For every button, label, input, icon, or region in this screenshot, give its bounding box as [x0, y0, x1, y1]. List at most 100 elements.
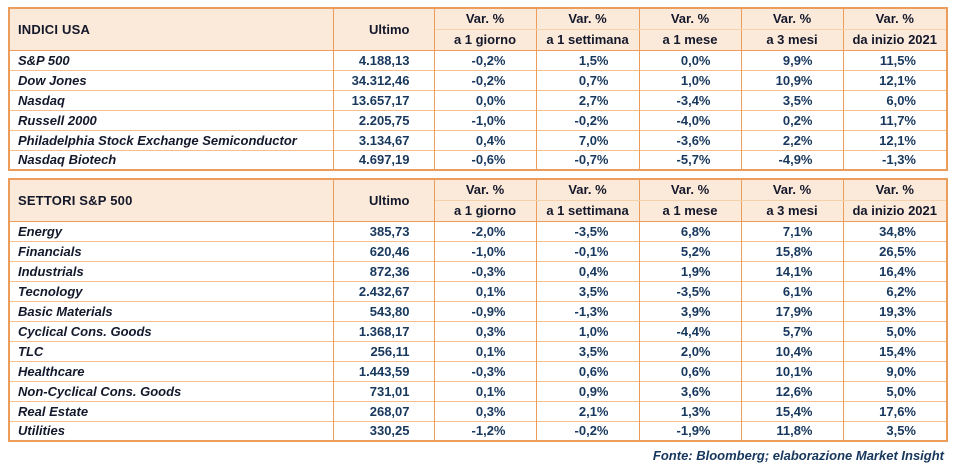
var-value: -5,7% [638, 149, 742, 170]
table-row: Energy 385,73 -2,0% -3,5% 6,8% 7,1% 34,8% [8, 220, 948, 241]
var-value: 1,5% [535, 49, 640, 70]
var-value: -1,9% [638, 420, 742, 441]
var-value: 12,1% [842, 69, 948, 90]
row-label: TLC [8, 340, 334, 361]
var-value: -1,0% [433, 109, 537, 130]
table-indici-usa-header: INDICI USA Ultimo Var. % Var. % Var. % V… [8, 8, 948, 51]
var-value: -4,9% [740, 149, 844, 170]
col-header-var-1d-2: Var. % [433, 179, 537, 201]
var-value: 26,5% [842, 240, 948, 261]
ultimo-value: 385,73 [332, 220, 435, 241]
var-value: 0,1% [433, 380, 537, 401]
var-value: 15,8% [740, 240, 844, 261]
var-value: 9,0% [842, 360, 948, 381]
table-settori-sp500-header: SETTORI S&P 500 Ultimo Var. % Var. % Var… [8, 179, 948, 222]
ultimo-value: 1.443,59 [332, 360, 435, 381]
table-title-indici-usa: INDICI USA [8, 8, 334, 51]
col-header-period-1w: a 1 settimana [535, 29, 640, 51]
ultimo-value: 3.134,67 [332, 129, 435, 150]
table-row: Financials 620,46 -1,0% -0,1% 5,2% 15,8% 26,5% [8, 240, 948, 261]
var-value: 1,0% [638, 69, 742, 90]
col-header-var-3m-2: Var. % [740, 179, 844, 201]
var-value: 16,4% [842, 260, 948, 281]
var-value: 0,1% [433, 280, 537, 301]
var-value: -0,3% [433, 260, 537, 281]
var-value: 5,0% [842, 380, 948, 401]
var-value: -0,6% [433, 149, 537, 170]
var-value: 1,3% [638, 400, 742, 421]
var-value: 0,4% [535, 260, 640, 281]
table-row: TLC 256,11 0,1% 3,5% 2,0% 10,4% 15,4% [8, 340, 948, 361]
var-value: 3,5% [535, 340, 640, 361]
ultimo-value: 731,01 [332, 380, 435, 401]
row-label: Russell 2000 [8, 109, 334, 130]
var-value: 17,6% [842, 400, 948, 421]
col-header-period-ytd-2: da inizio 2021 [842, 200, 948, 222]
var-value: 1,0% [535, 320, 640, 341]
row-label: Energy [8, 220, 334, 241]
col-header-var-1m-2: Var. % [638, 179, 742, 201]
row-label: Financials [8, 240, 334, 261]
table-row: Non-Cyclical Cons. Goods 731,01 0,1% 0,9% 3,… [8, 380, 948, 401]
table-title-settori-sp500: SETTORI S&P 500 [8, 179, 334, 222]
var-value: 3,5% [535, 280, 640, 301]
var-value: 0,0% [638, 49, 742, 70]
var-value: -0,2% [433, 49, 537, 70]
col-header-period-1d: a 1 giorno [433, 29, 537, 51]
var-value: 3,5% [842, 420, 948, 441]
var-value: 2,0% [638, 340, 742, 361]
table-row: Cyclical Cons. Goods 1.368,17 0,3% 1,0% -4,4… [8, 320, 948, 341]
ultimo-value: 543,80 [332, 300, 435, 321]
var-value: 0,7% [535, 69, 640, 90]
var-value: -3,6% [638, 129, 742, 150]
ultimo-value: 34.312,46 [332, 69, 435, 90]
var-value: 0,9% [535, 380, 640, 401]
var-value: 5,7% [740, 320, 844, 341]
col-header-var-1w: Var. % [535, 8, 640, 30]
ultimo-value: 13.657,17 [332, 89, 435, 110]
var-value: 0,1% [433, 340, 537, 361]
col-header-var-1w-2: Var. % [535, 179, 640, 201]
ultimo-value: 872,36 [332, 260, 435, 281]
ultimo-value: 268,07 [332, 400, 435, 421]
col-header-ultimo-2: Ultimo [332, 179, 435, 222]
var-value: 3,5% [740, 89, 844, 110]
table-indici-usa-body: S&P 500 4.188,13 -0,2% 1,5% 0,0% 9,9% 11,5% Dow… [8, 49, 948, 170]
ultimo-value: 1.368,17 [332, 320, 435, 341]
table-row: Healthcare 1.443,59 -0,3% 0,6% 0,6% 10,1% 9,0% [8, 360, 948, 381]
table-settori-sp500-body: Energy 385,73 -2,0% -3,5% 6,8% 7,1% 34,8% Finan… [8, 220, 948, 441]
col-header-var-ytd-2: Var. % [842, 179, 948, 201]
col-header-period-1m-2: a 1 mese [638, 200, 742, 222]
var-value: 10,1% [740, 360, 844, 381]
var-value: 17,9% [740, 300, 844, 321]
row-label: Utilities [8, 420, 334, 441]
var-value: 6,2% [842, 280, 948, 301]
row-label: Nasdaq [8, 89, 334, 110]
row-label: Nasdaq Biotech [8, 149, 334, 170]
source-note: Fonte: Bloomberg; elaborazione Market In… [652, 448, 944, 463]
var-value: 11,7% [842, 109, 948, 130]
col-header-period-1d-2: a 1 giorno [433, 200, 537, 222]
row-label: Cyclical Cons. Goods [8, 320, 334, 341]
var-value: 12,6% [740, 380, 844, 401]
row-label: Non-Cyclical Cons. Goods [8, 380, 334, 401]
var-value: 34,8% [842, 220, 948, 241]
ultimo-value: 330,25 [332, 420, 435, 441]
var-value: 15,4% [740, 400, 844, 421]
var-value: 3,6% [638, 380, 742, 401]
table-row: Russell 2000 2.205,75 -1,0% -0,2% -4,0% 0,2% 1… [8, 109, 948, 130]
var-value: 6,0% [842, 89, 948, 110]
row-label: Philadelphia Stock Exchange Semiconducto… [8, 129, 334, 150]
col-header-var-3m: Var. % [740, 8, 844, 30]
row-label: Dow Jones [8, 69, 334, 90]
var-value: 0,3% [433, 400, 537, 421]
var-value: -4,4% [638, 320, 742, 341]
var-value: -2,0% [433, 220, 537, 241]
var-value: 10,4% [740, 340, 844, 361]
col-header-period-3m: a 3 mesi [740, 29, 844, 51]
table-row: Nasdaq Biotech 4.697,19 -0,6% -0,7% -5,7% -4,… [8, 149, 948, 170]
var-value: 11,5% [842, 49, 948, 70]
var-value: 6,8% [638, 220, 742, 241]
var-value: -4,0% [638, 109, 742, 130]
var-value: 10,9% [740, 69, 844, 90]
